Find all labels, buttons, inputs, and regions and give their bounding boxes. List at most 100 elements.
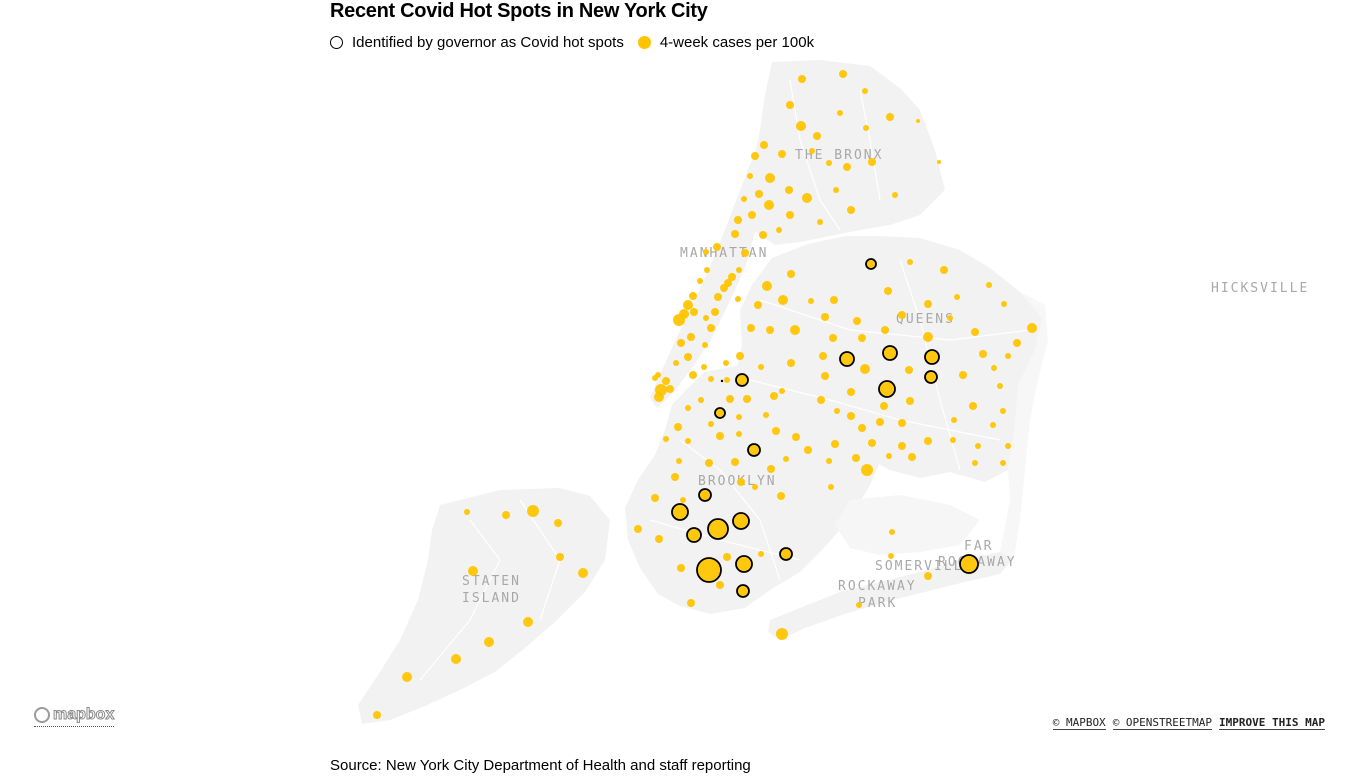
case-rate-dot[interactable] bbox=[402, 672, 412, 682]
case-rate-dot[interactable] bbox=[716, 581, 724, 589]
case-rate-dot[interactable] bbox=[689, 292, 697, 300]
case-rate-dot[interactable] bbox=[654, 392, 664, 402]
case-rate-dot[interactable] bbox=[556, 553, 564, 561]
case-rate-dot[interactable] bbox=[731, 458, 739, 466]
case-rate-dot[interactable] bbox=[770, 392, 778, 400]
case-rate-dot[interactable] bbox=[881, 326, 889, 334]
case-rate-dot[interactable] bbox=[1001, 301, 1007, 307]
case-rate-dot[interactable] bbox=[947, 315, 953, 321]
case-rate-dot[interactable] bbox=[652, 375, 658, 381]
case-rate-dot[interactable] bbox=[523, 617, 533, 627]
case-rate-dot[interactable] bbox=[651, 494, 659, 502]
case-rate-dot[interactable] bbox=[527, 505, 539, 517]
case-rate-dot[interactable] bbox=[754, 301, 762, 309]
case-rate-dot[interactable] bbox=[951, 417, 957, 423]
case-rate-dot[interactable] bbox=[666, 385, 674, 393]
case-rate-dot[interactable] bbox=[898, 442, 906, 450]
case-rate-dot[interactable] bbox=[856, 602, 862, 608]
hot-spot-dot[interactable] bbox=[959, 554, 979, 574]
hot-spot-dot[interactable] bbox=[878, 380, 896, 398]
hot-spot-dot[interactable] bbox=[735, 373, 749, 387]
case-rate-dot[interactable] bbox=[817, 219, 823, 225]
case-rate-dot[interactable] bbox=[834, 408, 840, 414]
case-rate-dot[interactable] bbox=[880, 402, 888, 410]
case-rate-dot[interactable] bbox=[940, 266, 948, 274]
case-rate-dot[interactable] bbox=[677, 339, 685, 347]
case-rate-dot[interactable] bbox=[687, 599, 695, 607]
hot-spot-dot[interactable] bbox=[736, 584, 750, 598]
case-rate-dot[interactable] bbox=[758, 364, 764, 370]
case-rate-dot[interactable] bbox=[817, 396, 825, 404]
case-rate-dot[interactable] bbox=[762, 281, 772, 291]
mapbox-attribution-link[interactable]: © MAPBOX bbox=[1052, 716, 1106, 730]
case-rate-dot[interactable] bbox=[726, 395, 734, 403]
case-rate-dot[interactable] bbox=[853, 317, 861, 325]
case-rate-dot[interactable] bbox=[747, 173, 753, 179]
case-rate-dot[interactable] bbox=[685, 405, 691, 411]
case-rate-dot[interactable] bbox=[821, 372, 829, 380]
hot-spot-dot[interactable] bbox=[732, 512, 750, 530]
case-rate-dot[interactable] bbox=[826, 160, 832, 166]
case-rate-dot[interactable] bbox=[862, 88, 868, 94]
openstreetmap-attribution-link[interactable]: © OPENSTREETMAP bbox=[1112, 716, 1213, 730]
case-rate-dot[interactable] bbox=[751, 152, 759, 160]
case-rate-dot[interactable] bbox=[888, 553, 894, 559]
case-rate-dot[interactable] bbox=[634, 525, 642, 533]
case-rate-dot[interactable] bbox=[826, 458, 832, 464]
case-rate-dot[interactable] bbox=[991, 365, 997, 371]
case-rate-dot[interactable] bbox=[671, 473, 679, 481]
hot-spot-dot[interactable] bbox=[924, 349, 940, 365]
case-rate-dot[interactable] bbox=[714, 293, 722, 301]
case-rate-dot[interactable] bbox=[701, 364, 707, 370]
case-rate-dot[interactable] bbox=[786, 211, 794, 219]
case-rate-dot[interactable] bbox=[484, 637, 494, 647]
case-rate-dot[interactable] bbox=[502, 511, 510, 519]
case-rate-dot[interactable] bbox=[802, 193, 812, 203]
case-rate-dot[interactable] bbox=[680, 497, 686, 503]
case-rate-dot[interactable] bbox=[1027, 323, 1037, 333]
case-rate-dot[interactable] bbox=[723, 360, 729, 366]
case-rate-dot[interactable] bbox=[798, 75, 806, 83]
case-rate-dot[interactable] bbox=[884, 287, 892, 295]
case-rate-dot[interactable] bbox=[787, 270, 795, 278]
case-rate-dot[interactable] bbox=[755, 190, 763, 198]
case-rate-dot[interactable] bbox=[748, 211, 756, 219]
case-rate-dot[interactable] bbox=[858, 334, 866, 342]
case-rate-dot[interactable] bbox=[373, 711, 381, 719]
case-rate-dot[interactable] bbox=[852, 454, 860, 462]
case-rate-dot[interactable] bbox=[923, 332, 933, 342]
case-rate-dot[interactable] bbox=[924, 572, 932, 580]
hot-spot-dot[interactable] bbox=[714, 407, 726, 419]
case-rate-dot[interactable] bbox=[886, 453, 892, 459]
case-rate-dot[interactable] bbox=[860, 364, 870, 374]
case-rate-dot[interactable] bbox=[898, 311, 906, 319]
case-rate-dot[interactable] bbox=[830, 296, 838, 304]
case-rate-dot[interactable] bbox=[708, 421, 714, 427]
case-rate-dot[interactable] bbox=[924, 300, 932, 308]
case-rate-dot[interactable] bbox=[663, 436, 669, 442]
case-rate-dot[interactable] bbox=[847, 388, 855, 396]
case-rate-dot[interactable] bbox=[837, 110, 843, 116]
case-rate-dot[interactable] bbox=[876, 418, 884, 426]
case-rate-dot[interactable] bbox=[906, 397, 914, 405]
hot-spot-dot[interactable] bbox=[839, 351, 855, 367]
case-rate-dot[interactable] bbox=[578, 568, 588, 578]
case-rate-dot[interactable] bbox=[839, 70, 847, 78]
case-rate-dot[interactable] bbox=[833, 187, 839, 193]
case-rate-dot[interactable] bbox=[703, 249, 709, 255]
case-rate-dot[interactable] bbox=[971, 328, 979, 336]
case-rate-dot[interactable] bbox=[673, 360, 679, 366]
case-rate-dot[interactable] bbox=[813, 132, 821, 140]
case-rate-dot[interactable] bbox=[1000, 408, 1006, 414]
case-rate-dot[interactable] bbox=[764, 200, 774, 210]
case-rate-dot[interactable] bbox=[451, 654, 461, 664]
case-rate-dot[interactable] bbox=[743, 395, 751, 403]
case-rate-dot[interactable] bbox=[829, 334, 837, 342]
case-rate-dot[interactable] bbox=[736, 267, 742, 273]
case-rate-dot[interactable] bbox=[689, 371, 697, 379]
case-rate-dot[interactable] bbox=[767, 465, 775, 473]
case-rate-dot[interactable] bbox=[737, 478, 745, 486]
case-rate-dot[interactable] bbox=[937, 160, 941, 164]
case-rate-dot[interactable] bbox=[723, 553, 731, 561]
